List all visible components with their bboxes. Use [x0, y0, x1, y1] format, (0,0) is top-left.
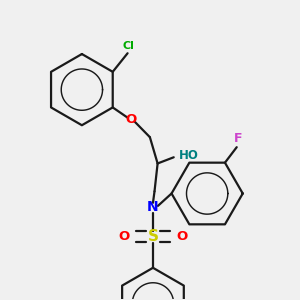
Text: HO: HO: [179, 149, 199, 162]
Text: O: O: [118, 230, 129, 243]
Text: O: O: [125, 113, 136, 126]
Text: S: S: [148, 229, 158, 244]
Text: O: O: [177, 230, 188, 243]
Text: N: N: [147, 200, 159, 214]
Text: Cl: Cl: [123, 41, 135, 51]
Text: F: F: [233, 132, 242, 145]
